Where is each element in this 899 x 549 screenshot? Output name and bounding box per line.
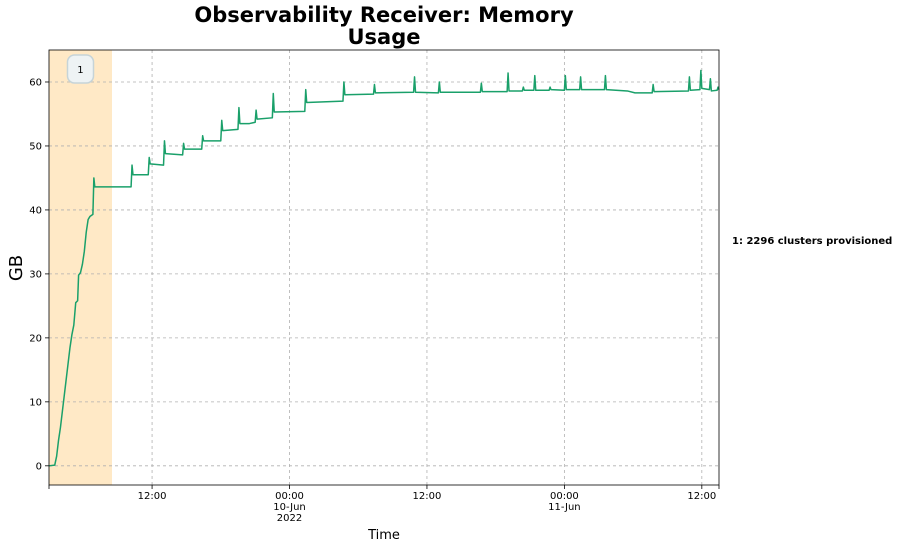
x-tick-label-4-line-2: 11-Jun — [548, 502, 581, 513]
y-tick-label-60: 60 — [29, 77, 42, 88]
y-tick-label-10: 10 — [29, 397, 42, 408]
x-axis-label: Time — [367, 528, 400, 543]
x-tick-label-3-line-1: 12:00 — [413, 491, 442, 502]
y-tick-label-0: 0 — [36, 461, 42, 472]
y-tick-label-40: 40 — [29, 205, 42, 216]
y-axis-label: GB — [6, 255, 27, 281]
plot-frame — [48, 49, 720, 486]
region-badges: 1 — [66, 54, 95, 84]
x-tick-label-1-line-1: 12:00 — [138, 491, 167, 502]
y-axis-ticks: 0 10 20 30 40 50 60 — [29, 77, 49, 472]
region-badge-1 — [66, 54, 95, 84]
region-badge-label-1: 1 — [77, 65, 83, 76]
chart-title-line-1: Observability Receiver: Memory — [194, 3, 574, 27]
y-tick-label-20: 20 — [29, 333, 42, 344]
shaded-regions — [49, 50, 112, 485]
region-annotation: 1: 2296 clusters provisioned — [732, 236, 892, 247]
x-tick-label-2-line-3: 2022 — [277, 513, 302, 524]
chart-title-line-2: Usage — [348, 25, 421, 49]
grid-lines — [49, 50, 719, 485]
series-line-1 — [48, 69, 720, 467]
x-tick-label-4-line-1: 00:00 — [550, 491, 579, 502]
x-tick-label-5-line-1: 12:00 — [687, 491, 716, 502]
shaded-region-1 — [49, 50, 112, 485]
x-tick-label-2-line-1: 00:00 — [275, 491, 304, 502]
y-tick-label-30: 30 — [29, 269, 42, 280]
y-tick-label-50: 50 — [29, 141, 42, 152]
series-lines — [48, 69, 720, 467]
x-tick-label-2-line-2: 10-Jun — [273, 502, 306, 513]
